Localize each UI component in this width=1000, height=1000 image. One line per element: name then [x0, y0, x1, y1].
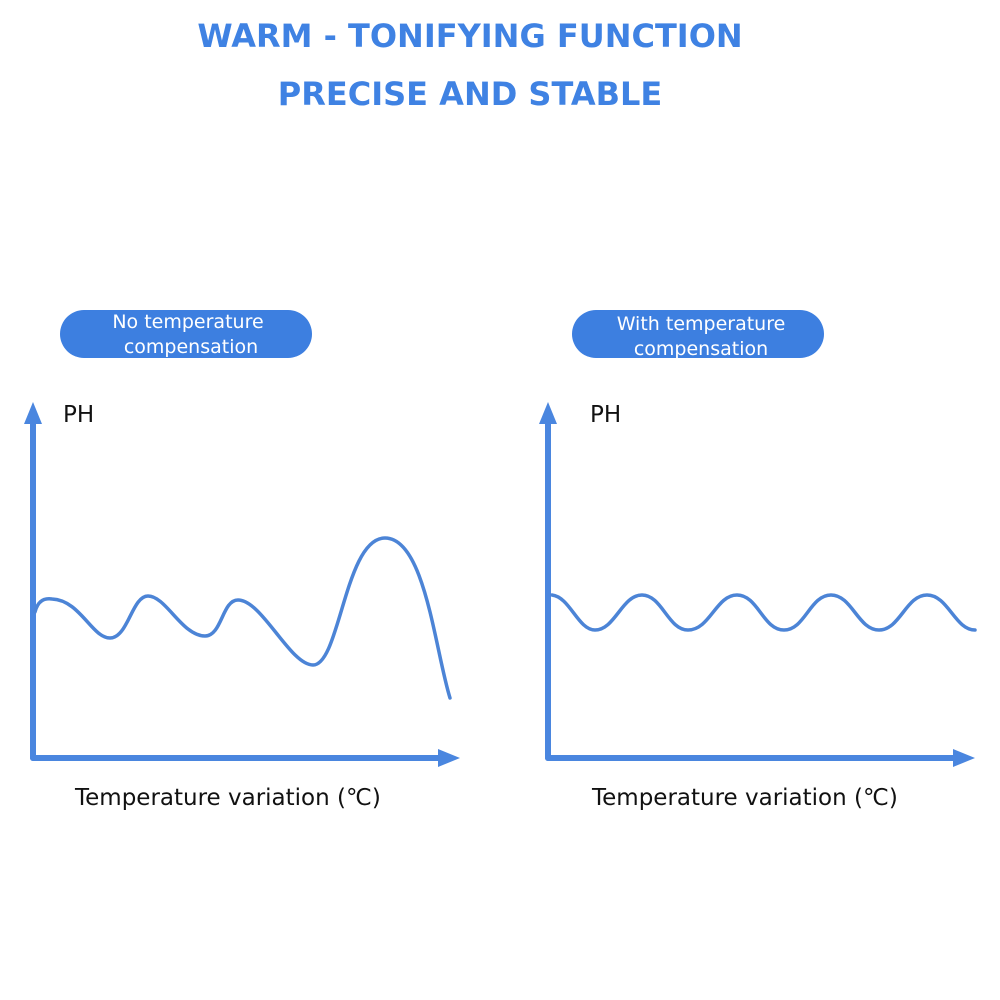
curve	[550, 593, 977, 632]
y-label: PH	[63, 402, 94, 428]
arrow	[438, 749, 460, 767]
arrow	[539, 402, 557, 424]
badge-line: With temperature	[617, 313, 786, 335]
title: WARM - TONIFYING FUNCTION	[197, 17, 742, 55]
subtitle: PRECISE AND STABLE	[278, 75, 662, 113]
panel: No temperature compensation PH Temperatu…	[24, 310, 460, 811]
arrow	[953, 749, 975, 767]
badge-line: compensation	[124, 336, 258, 358]
y-label: PH	[590, 402, 621, 428]
x-label: Temperature variation (℃)	[591, 785, 898, 811]
badge	[60, 310, 312, 358]
panel: With temperature compensation PH Tempera…	[539, 310, 977, 811]
badge-line: compensation	[634, 338, 768, 360]
curve	[33, 536, 452, 700]
x-label: Temperature variation (℃)	[74, 785, 381, 811]
badge-line: No temperature	[112, 311, 263, 333]
badge	[572, 310, 824, 358]
arrow	[24, 402, 42, 424]
